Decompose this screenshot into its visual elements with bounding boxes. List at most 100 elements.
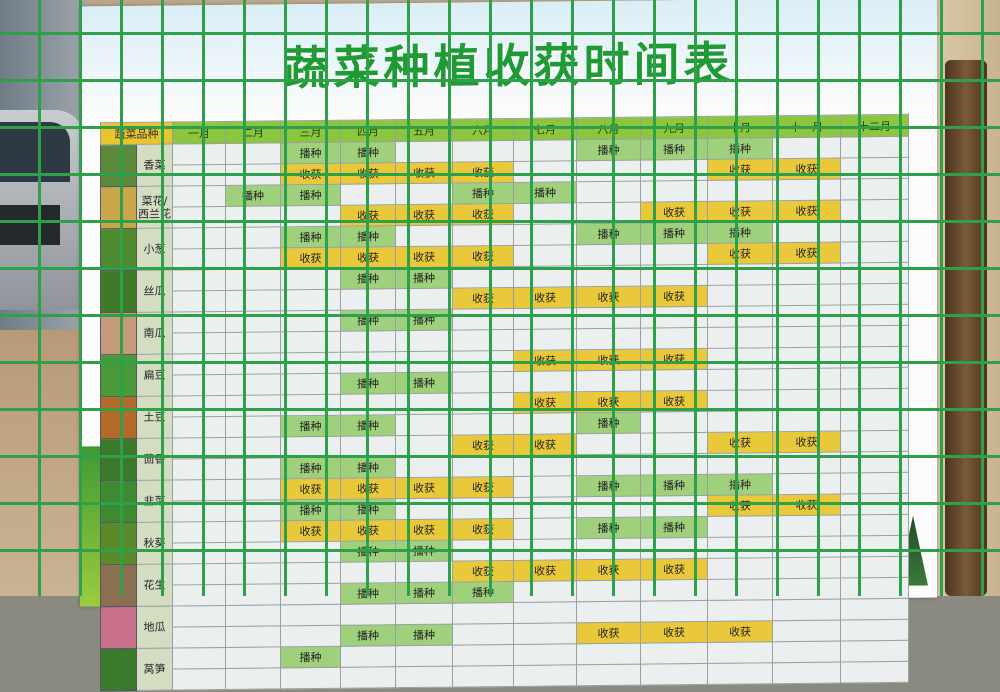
empty-cell [576,643,641,665]
sow-cell: 播种 [576,517,641,539]
sow-cell: 播种 [395,309,453,331]
empty-cell [707,599,773,622]
empty-cell [172,248,226,271]
empty-cell [280,436,341,458]
harvest-cell: 收获 [772,494,841,516]
harvest-cell: 收获 [576,349,641,371]
header-month: 七月 [513,117,577,141]
sow-cell: 播种 [340,309,396,332]
empty-cell [395,498,453,520]
vegetable-photo [100,144,137,187]
empty-cell [513,244,577,267]
empty-cell [452,497,514,520]
harvest-cell: 收获 [340,204,396,227]
empty-cell [576,496,641,518]
harvest-cell: 收获 [452,560,514,583]
empty-cell [280,352,341,374]
empty-cell [513,538,577,561]
harvest-cell: 收获 [513,559,577,582]
harvest-cell: 收获 [280,478,341,500]
empty-cell [395,414,453,436]
empty-cell [707,515,773,538]
empty-cell [280,583,341,605]
empty-cell [280,604,341,626]
empty-cell [225,289,281,312]
empty-cell [772,662,841,684]
sow-cell: 播种 [640,474,708,497]
harvest-cell: 收获 [452,476,514,499]
empty-cell [840,598,909,621]
empty-cell [576,328,641,350]
empty-cell [772,599,841,621]
header-month: 四月 [340,119,396,143]
empty-cell [452,413,514,436]
empty-cell [225,541,281,564]
header-month: 十二月 [840,114,909,138]
empty-cell [840,136,909,159]
sow-cell: 播种 [640,222,708,245]
sow-cell: 播种 [280,457,341,479]
sow-cell: 播种 [340,372,396,395]
harvest-cell: 收获 [395,519,453,541]
empty-cell [707,641,773,664]
empty-cell [172,185,226,208]
empty-cell [513,664,577,687]
harvest-cell: 收获 [513,286,577,309]
empty-cell [225,562,281,585]
empty-cell [772,620,841,642]
empty-cell [840,199,909,222]
empty-cell [513,307,577,330]
ground [0,330,90,596]
poster-title: 蔬菜种植收获时间表 [283,36,734,96]
empty-cell [172,437,226,460]
empty-cell [840,640,909,663]
vegetable-photo [100,186,137,229]
harvest-cell: 收获 [395,477,453,499]
empty-cell [172,395,226,418]
empty-cell [280,268,341,290]
harvest-cell: 收获 [640,201,708,224]
harvest-cell: 收获 [513,433,577,456]
empty-cell [225,667,281,690]
empty-cell [707,305,773,328]
sow-cell: 播种 [707,221,773,244]
empty-cell [772,557,841,579]
empty-cell [225,646,281,669]
harvest-cell: 收获 [707,494,773,517]
empty-cell [513,202,577,225]
empty-cell [395,561,453,583]
empty-cell [225,163,281,186]
empty-cell [395,645,453,667]
empty-cell [452,623,514,646]
empty-cell [513,496,577,519]
empty-cell [707,557,773,580]
empty-cell [513,160,577,183]
sow-cell: 播种 [225,184,281,207]
empty-cell [172,542,226,565]
empty-cell [576,580,641,602]
empty-cell [340,351,396,374]
empty-cell [395,456,453,478]
empty-cell [707,347,773,370]
sow-cell: 播种 [340,225,396,248]
vegetable-name: 菜花/西兰花 [136,186,173,229]
empty-cell [640,495,708,518]
empty-cell [172,353,226,376]
harvest-cell: 收获 [395,246,453,268]
empty-cell [225,436,281,459]
harvest-cell: 收获 [576,286,641,308]
vegetable-name: 秋葵 [136,522,173,565]
empty-cell [840,157,909,180]
harvest-cell: 收获 [640,558,708,581]
empty-cell [772,284,841,306]
empty-cell [840,535,909,558]
empty-cell [772,305,841,327]
vegetable-name: 南瓜 [136,312,173,355]
empty-cell [225,499,281,522]
header-vegetable: 蔬菜品种 [100,122,173,145]
empty-cell [225,604,281,627]
empty-cell [513,265,577,288]
empty-cell [840,304,909,327]
empty-cell [172,584,226,607]
empty-cell [225,247,281,270]
